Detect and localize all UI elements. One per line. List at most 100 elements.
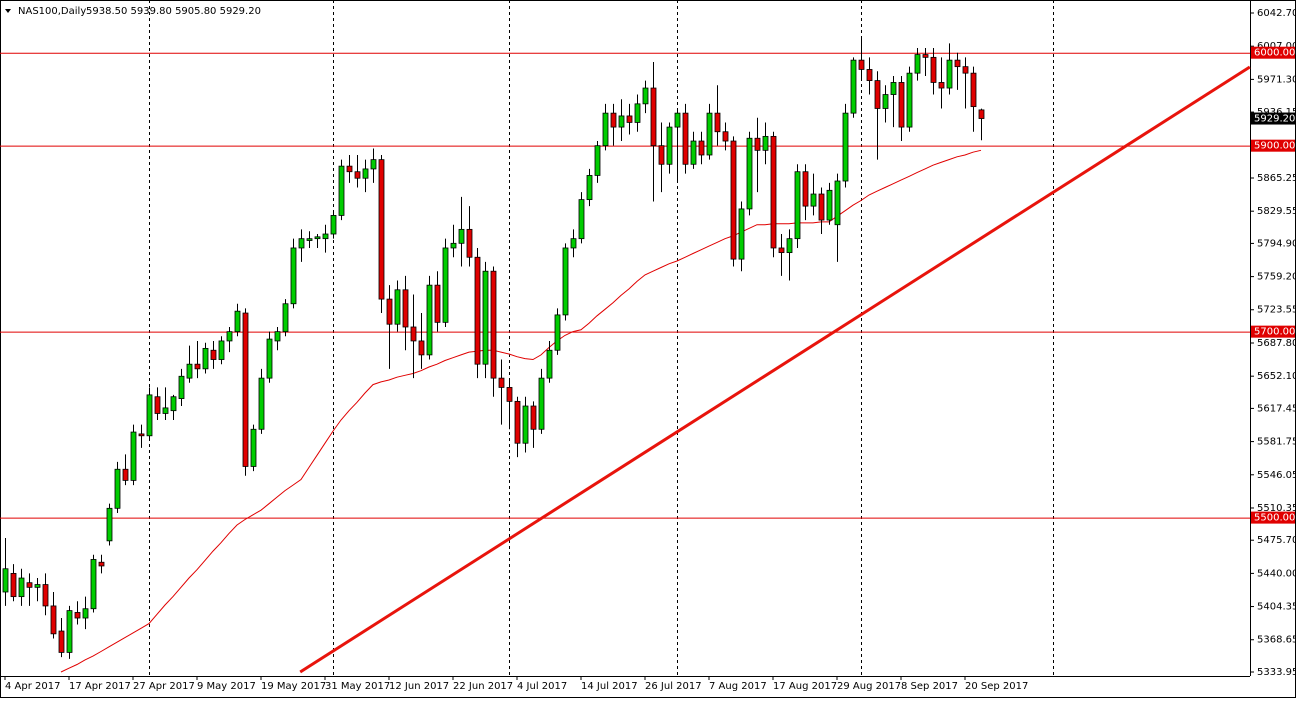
candle-body: [898, 82, 905, 128]
candle-body: [386, 298, 393, 325]
level-box: [1251, 325, 1295, 338]
x-tick-label: 12 Jun 2017: [389, 681, 449, 692]
candle-body: [370, 159, 377, 170]
candle-body: [506, 387, 513, 402]
candle-body: [66, 610, 73, 653]
candle-body: [258, 377, 265, 430]
candle-body: [290, 247, 297, 305]
candle-body: [602, 112, 609, 147]
candle-body: [498, 377, 505, 388]
candle-body: [282, 303, 289, 333]
trendline: [299, 65, 1251, 674]
x-tick-label: 29 Aug 2017: [837, 681, 901, 692]
x-tick-label: 22 Jun 2017: [453, 681, 513, 692]
candle-body: [866, 69, 873, 81]
candle-body: [234, 310, 241, 333]
candle-body: [226, 331, 233, 342]
candle-body: [722, 131, 729, 142]
candle-body: [658, 145, 665, 165]
ohlc-header: 5938.50 5939.80 5905.80 5929.20: [86, 6, 261, 17]
y-tick-label: 5829.55: [1257, 206, 1296, 217]
candle-body: [730, 140, 737, 260]
y-tick-label: 6042.70: [1257, 8, 1296, 19]
candle-body: [874, 80, 881, 109]
level-box: [1251, 139, 1295, 152]
candle-body: [650, 87, 657, 147]
candle-body: [554, 314, 561, 351]
candle-body: [434, 284, 441, 323]
y-tick-label: 6007.00: [1257, 41, 1296, 52]
candle-body: [546, 349, 553, 379]
candle-body: [202, 347, 209, 370]
candle-body: [834, 180, 841, 226]
level-label: 6000.00: [1254, 48, 1295, 59]
candle-body: [338, 165, 345, 216]
candle-body: [618, 115, 625, 128]
candle-body: [978, 109, 985, 119]
x-tick-label: 17 Aug 2017: [773, 681, 837, 692]
candle-body: [674, 112, 681, 128]
last-price-box: [1251, 112, 1295, 125]
candle-body: [466, 228, 473, 258]
menu-arrow[interactable]: [5, 9, 11, 13]
candle-body: [714, 112, 721, 133]
candle-body: [706, 112, 713, 156]
candle-body: [738, 208, 745, 260]
y-tick-label: 5759.20: [1257, 272, 1296, 283]
x-tick-label: 4 Jul 2017: [517, 681, 567, 692]
x-tick-label: 14 Jul 2017: [581, 681, 638, 692]
candle-body: [842, 112, 849, 182]
candle-body: [786, 238, 793, 254]
candle-body: [442, 247, 449, 323]
candle-body: [778, 247, 785, 254]
candle-body: [90, 559, 97, 610]
candle-body: [770, 135, 777, 249]
candle-body: [794, 171, 801, 240]
candle-body: [378, 159, 385, 300]
y-tick-label: 5475.70: [1257, 535, 1296, 546]
candle-body: [266, 338, 273, 379]
candle-body: [418, 340, 425, 356]
candle-body: [218, 340, 225, 360]
candle-body: [610, 112, 617, 128]
candle-body: [450, 242, 457, 249]
symbol: NAS100,Daily: [18, 6, 86, 17]
candle-body: [242, 312, 249, 467]
candle-body: [882, 94, 889, 109]
candle-body: [58, 630, 65, 653]
level-label: 5700.00: [1254, 327, 1295, 338]
candle-body: [570, 238, 577, 249]
candle-body: [402, 289, 409, 328]
last-price-label: 5929.20: [1254, 114, 1295, 125]
candle-body: [330, 215, 337, 235]
candle-body: [50, 605, 57, 635]
candle-body: [538, 377, 545, 430]
y-tick-label: 5440.00: [1257, 568, 1296, 579]
candle-body: [906, 72, 913, 128]
y-tick-label: 5865.25: [1257, 173, 1296, 184]
candle-body: [514, 400, 521, 444]
candle-body: [930, 56, 937, 83]
candle-body: [42, 584, 49, 607]
y-tick-label: 5687.80: [1257, 338, 1296, 349]
candle-body: [138, 433, 145, 437]
y-tick-label: 5333.95: [1257, 667, 1296, 678]
candle-body: [890, 82, 897, 95]
candle-body: [586, 175, 593, 201]
candle-body: [682, 112, 689, 165]
candle-body: [306, 238, 313, 241]
candle-body: [474, 256, 481, 365]
candle-body: [954, 59, 961, 68]
candle-body: [354, 171, 361, 179]
x-tick-label: 20 Sep 2017: [965, 681, 1028, 692]
level-box: [1251, 46, 1295, 59]
candle-body: [410, 326, 417, 342]
candle-body: [642, 87, 649, 105]
level-label: 5900.00: [1254, 141, 1295, 152]
candle-body: [186, 363, 193, 379]
candle-body: [818, 193, 825, 221]
candle-body: [362, 168, 369, 179]
candle-body: [914, 54, 921, 74]
